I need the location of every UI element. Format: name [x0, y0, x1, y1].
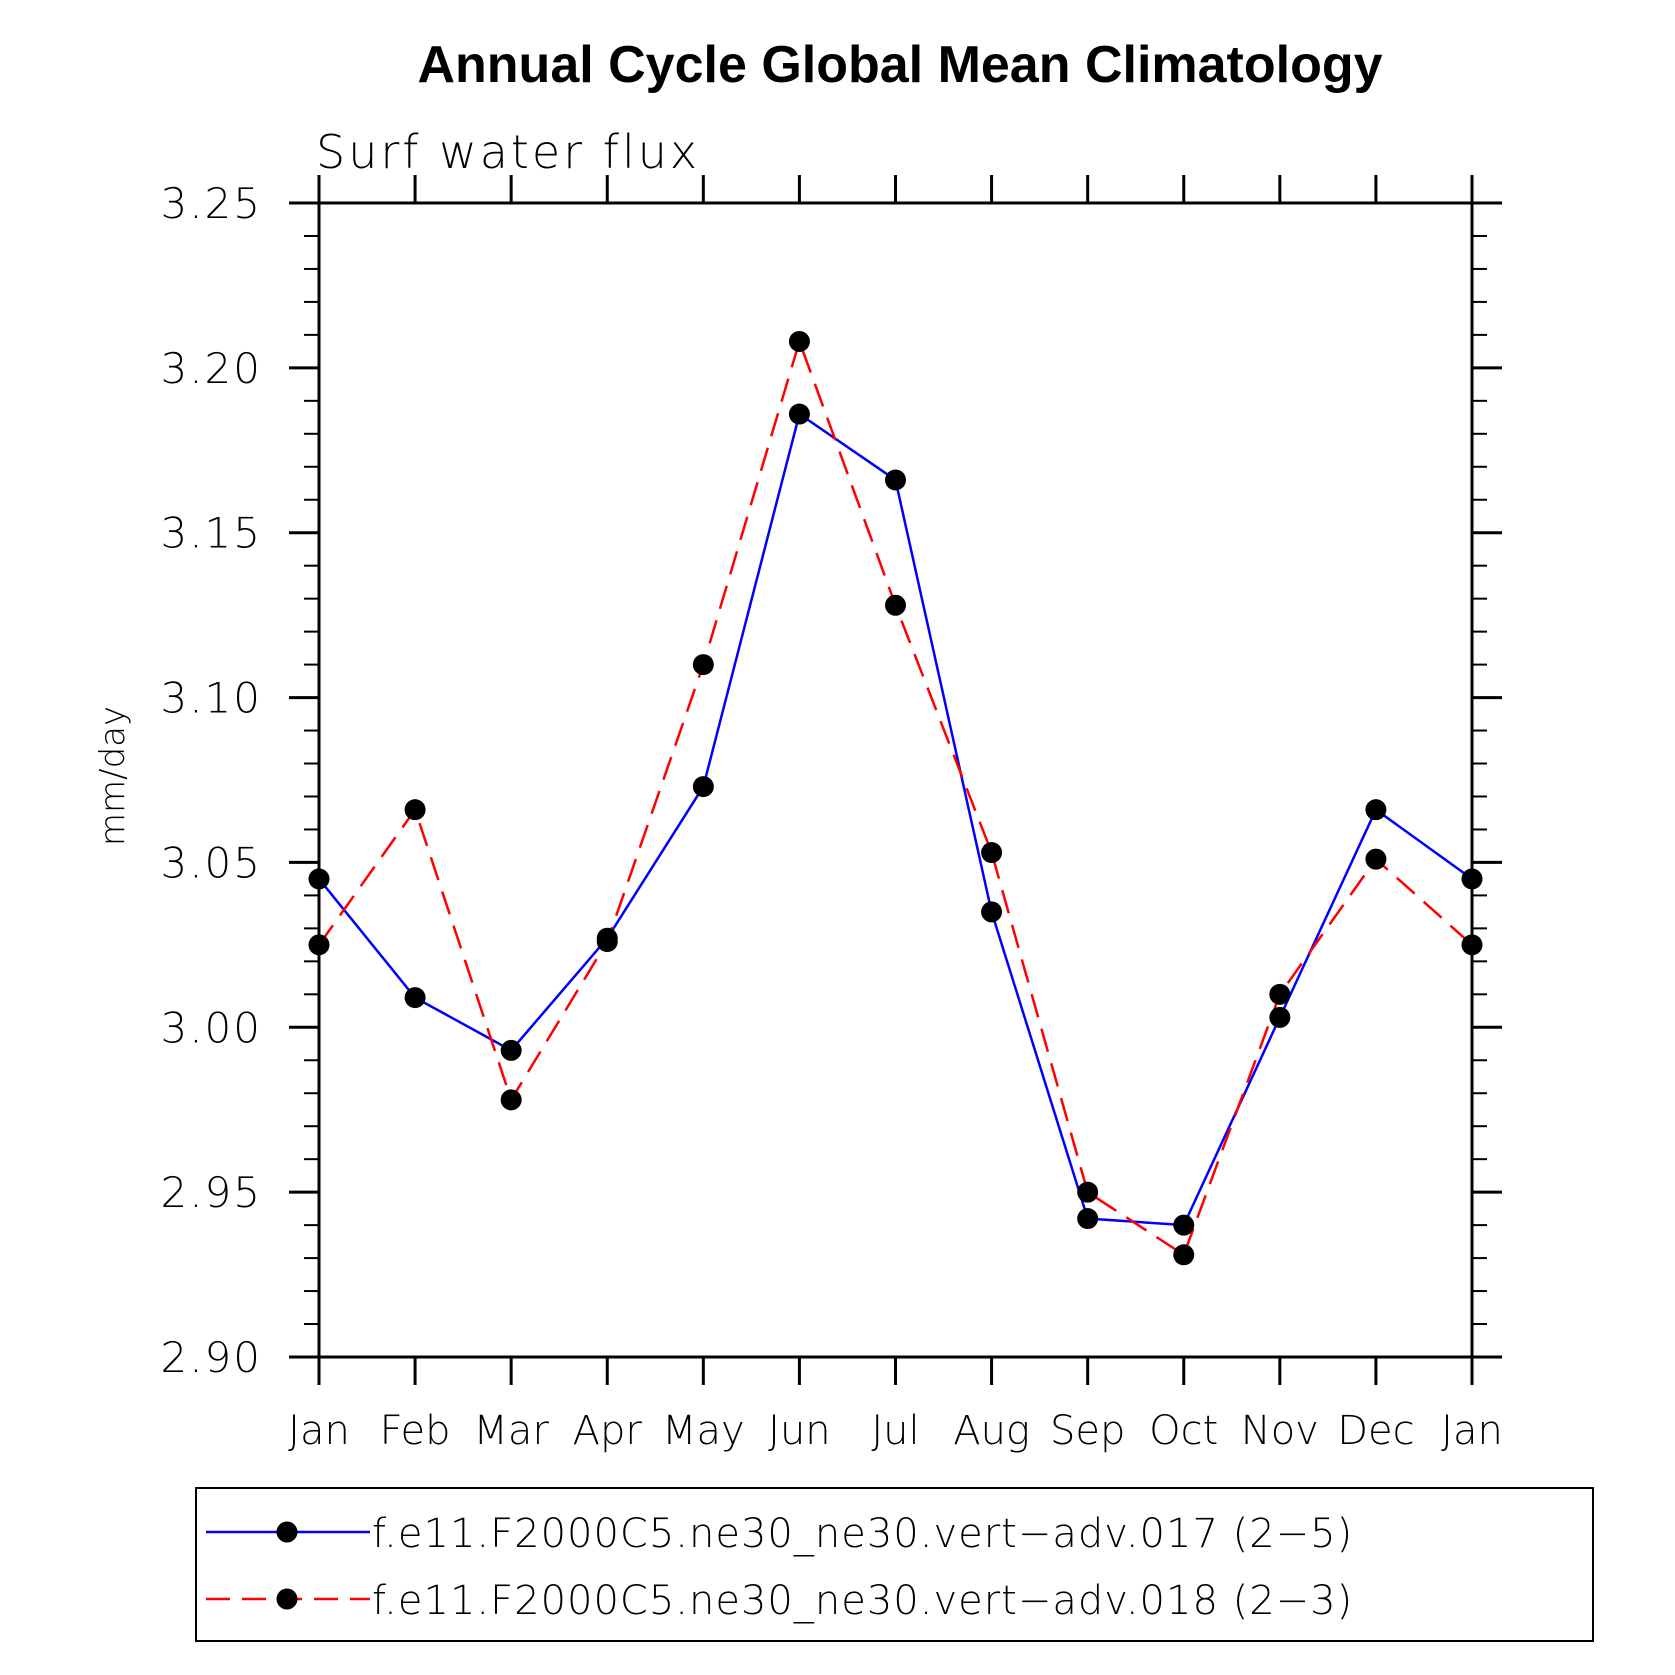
chart-subtitle: Surf water flux [316, 125, 700, 179]
data-point-series-1 [1269, 1006, 1291, 1028]
x-tick-label: Feb [380, 1408, 451, 1454]
data-point-series-2 [1173, 1244, 1195, 1266]
y-tick-label: 3.10 [160, 674, 262, 723]
x-tick-label: Apr [573, 1408, 643, 1454]
data-point-series-1 [692, 776, 714, 798]
data-point-series-1 [1461, 868, 1483, 890]
y-axis-label: mm/day [93, 706, 133, 846]
data-point-series-1 [404, 987, 426, 1009]
data-point-series-2 [1365, 848, 1387, 870]
data-point-series-2 [692, 654, 714, 676]
x-tick-label: Nov [1241, 1408, 1319, 1454]
data-point-series-2 [1461, 934, 1483, 956]
series-line-1 [318, 411, 1473, 1227]
data-point-series-2 [981, 842, 1003, 864]
y-tick-label: 3.15 [160, 509, 262, 558]
legend-marker-2 [276, 1588, 298, 1610]
x-tick-label: Jul [871, 1408, 919, 1454]
data-point-series-2 [500, 1089, 522, 1111]
x-tick-label: Mar [473, 1408, 549, 1454]
plot-axes: 2.90 2.95 3.00 3.05 3.10 3.15 3.20 3.25 Jan Feb Ma… [160, 175, 1503, 1454]
data-point-series-2 [1269, 983, 1291, 1005]
chart-title: Annual Cycle Global Mean Climatology [417, 36, 1382, 94]
x-tick-label: Jun [768, 1408, 831, 1454]
data-point-series-2 [308, 934, 330, 956]
plot-frame [317, 201, 1474, 1359]
data-point-series-2 [885, 594, 906, 616]
y-tick-label: 3.05 [160, 838, 262, 887]
x-tick-label: Jan [1441, 1408, 1503, 1454]
data-point-series-2 [404, 799, 426, 821]
legend-box [195, 1487, 1594, 1642]
x-tick-label: Oct [1149, 1408, 1218, 1454]
y-tick-label: 2.90 [160, 1333, 262, 1382]
data-point-series-1 [500, 1039, 522, 1061]
x-tick-label: Jan [288, 1408, 350, 1454]
x-tick-label: May [662, 1408, 745, 1454]
data-point-series-1 [1077, 1208, 1099, 1230]
y-tick-label: 3.20 [160, 344, 262, 393]
y-tick-label: 3.25 [160, 179, 262, 228]
data-point-series-2 [788, 330, 810, 352]
y-tick-label: 2.95 [160, 1168, 262, 1217]
y-tick-label: 3.00 [160, 1003, 262, 1052]
legend-label-1: f.e11.F2000C5.ne30_ne30.vert−adv.017 (2−… [372, 1511, 1353, 1557]
legend-label-2: f.e11.F2000C5.ne30_ne30.vert−adv.018 (2−… [372, 1578, 1353, 1624]
x-tick-label: Aug [953, 1408, 1030, 1454]
data-point-series-2 [596, 931, 618, 953]
plot-series [308, 330, 1483, 1266]
x-tick-label: Dec [1337, 1408, 1414, 1454]
legend-marker-1 [276, 1521, 298, 1543]
data-point-series-1 [788, 403, 810, 425]
data-point-series-1 [308, 868, 330, 890]
legend: f.e11.F2000C5.ne30_ne30.vert−adv.017 (2−… [195, 1487, 1594, 1642]
x-tick-label: Sep [1050, 1408, 1125, 1454]
data-point-series-1 [1365, 799, 1387, 821]
data-point-series-1 [1173, 1214, 1195, 1236]
data-point-series-1 [885, 469, 906, 491]
data-point-series-1 [981, 901, 1003, 923]
data-point-series-2 [1077, 1181, 1099, 1203]
